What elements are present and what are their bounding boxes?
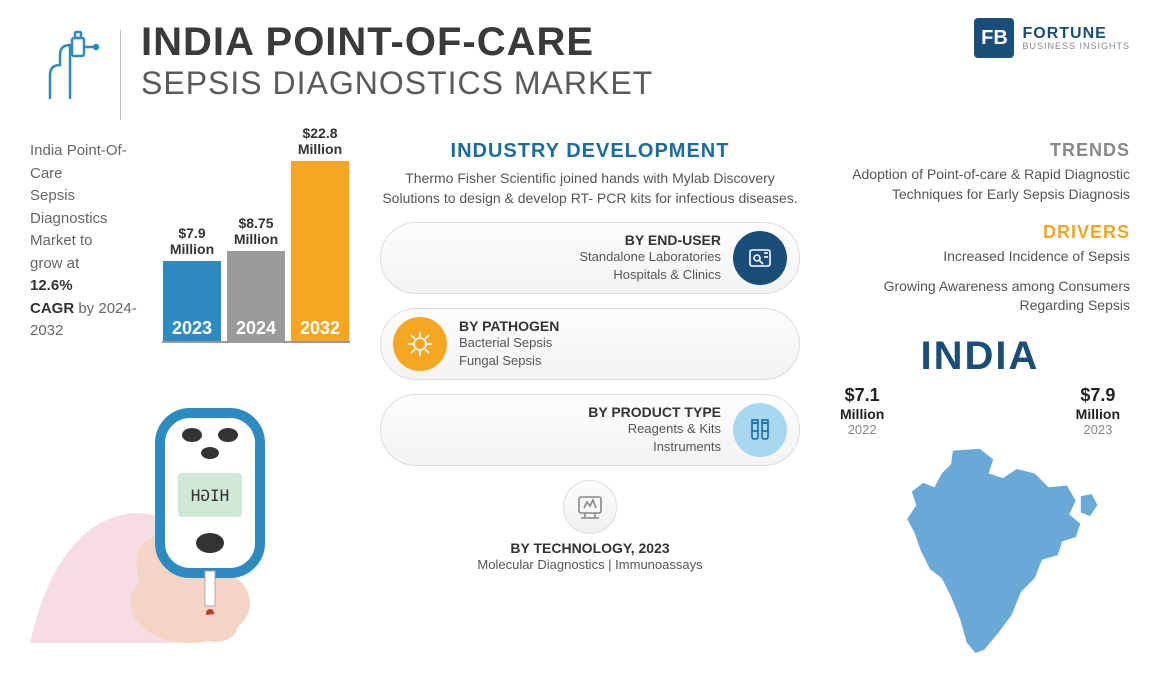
india-amt1: $7.1 (845, 385, 880, 405)
poc-device-icon (30, 30, 100, 100)
segment-0: BY END-USERStandalone LaboratoriesHospit… (380, 222, 800, 294)
gt-l3: Diagnostics (30, 210, 108, 227)
india-unit2: Million (1076, 406, 1120, 422)
brand-sub: BUSINESS INSIGHTS (1022, 42, 1130, 51)
gt-l2: Sepsis (30, 187, 75, 204)
segment-items-0: Standalone LaboratoriesHospitals & Clini… (393, 248, 721, 284)
bar-label-2024: $8.75Million (234, 215, 278, 247)
india-map-icon (830, 441, 1130, 661)
header-divider (120, 30, 121, 120)
bar-rect-2032: 2032 (291, 161, 349, 341)
bar-label-2032: $22.8Million (298, 125, 342, 157)
bar-chart: $7.9Million2023$8.75Million2024$22.8Mill… (162, 143, 350, 343)
brand-logo: FB FORTUNE BUSINESS INSIGHTS (974, 18, 1130, 58)
industry-dev-title: INDUSTRY DEVELOPMENT (380, 140, 800, 163)
india-title: INDIA (830, 334, 1130, 379)
column-left: India Point-Of-Care Sepsis Diagnostics M… (30, 140, 350, 666)
column-middle: INDUSTRY DEVELOPMENT Thermo Fisher Scien… (380, 140, 800, 666)
segment-text-2: BY PRODUCT TYPEReagents & KitsInstrument… (393, 404, 721, 456)
bar-label-2023: $7.9Million (170, 225, 214, 257)
segment-title-0: BY END-USER (393, 232, 721, 248)
bar-2024: $8.75Million 2024 (226, 215, 286, 341)
india-yr2: 2023 (1076, 422, 1120, 437)
india-amt2: $7.9 (1080, 385, 1115, 405)
india-val-2022: $7.1 Million 2022 (840, 385, 884, 437)
bar-year-2032: 2032 (300, 318, 340, 339)
drivers-title: DRIVERS (830, 222, 1130, 243)
trends-title: TRENDS (830, 140, 1130, 161)
technology-items: Molecular Diagnostics | Immunoassays (380, 556, 800, 574)
growth-text: India Point-Of-Care Sepsis Diagnostics M… (30, 140, 147, 343)
drivers-body1: Increased Incidence of Sepsis (830, 247, 1130, 267)
bar-year-2023: 2023 (172, 318, 212, 339)
svg-text:HIGH: HIGH (191, 486, 230, 505)
content: India Point-Of-Care Sepsis Diagnostics M… (0, 120, 1160, 666)
bar-rect-2024: 2024 (227, 251, 285, 341)
bar-rect-2023: 2023 (163, 261, 221, 341)
segment-title-1: BY PATHOGEN (459, 318, 787, 334)
title-line2: SEPSIS DIAGNOSTICS MARKET (141, 65, 1130, 102)
segment-icon-2 (733, 403, 787, 457)
gt-l5: grow at (30, 255, 79, 272)
drivers-body2: Growing Awareness among Consumers Regard… (830, 277, 1130, 316)
brand-mark-icon: FB (974, 18, 1014, 58)
india-val-2023: $7.9 Million 2023 (1076, 385, 1120, 437)
bar-2032: $22.8Million 2032 (290, 125, 350, 341)
segment-items-1: Bacterial SepsisFungal Sepsis (459, 334, 787, 370)
bar-2023: $7.9Million 2023 (162, 225, 222, 341)
technology-title: BY TECHNOLOGY, 2023 (380, 540, 800, 556)
bar-year-2024: 2024 (236, 318, 276, 339)
segment-icon-1 (393, 317, 447, 371)
brand-text: FORTUNE BUSINESS INSIGHTS (1022, 26, 1130, 51)
trends-body: Adoption of Point-of-care & Rapid Diagno… (830, 165, 1130, 204)
glucometer-image: HIGH (30, 373, 320, 643)
industry-dev-body: Thermo Fisher Scientific joined hands wi… (380, 169, 800, 208)
trends-section: TRENDS Adoption of Point-of-care & Rapid… (830, 140, 1130, 204)
segment-items-2: Reagents & KitsInstruments (393, 420, 721, 456)
drivers-section: DRIVERS Increased Incidence of Sepsis Gr… (830, 222, 1130, 316)
segment-2: BY PRODUCT TYPEReagents & KitsInstrument… (380, 394, 800, 466)
gt-cagr-label: CAGR (30, 300, 74, 317)
india-yr1: 2022 (840, 422, 884, 437)
segment-1: BY PATHOGENBacterial SepsisFungal Sepsis (380, 308, 800, 380)
column-right: TRENDS Adoption of Point-of-care & Rapid… (830, 140, 1130, 666)
segment-text-1: BY PATHOGENBacterial SepsisFungal Sepsis (459, 318, 787, 370)
technology-segment: BY TECHNOLOGY, 2023 Molecular Diagnostic… (380, 480, 800, 574)
gt-l4: Market to (30, 232, 93, 249)
brand-main: FORTUNE (1022, 26, 1130, 42)
segments: BY END-USERStandalone LaboratoriesHospit… (380, 222, 800, 466)
gt-l1: India Point-Of-Care (30, 142, 127, 182)
gt-cagr: 12.6% (30, 277, 73, 294)
segment-title-2: BY PRODUCT TYPE (393, 404, 721, 420)
india-section: INDIA $7.1 Million 2022 $7.9 Million 202… (830, 334, 1130, 666)
segment-icon-0 (733, 231, 787, 285)
india-values: $7.1 Million 2022 $7.9 Million 2023 (830, 385, 1130, 437)
growth-row: India Point-Of-Care Sepsis Diagnostics M… (30, 140, 350, 343)
india-unit1: Million (840, 406, 884, 422)
technology-icon (563, 480, 617, 534)
segment-text-0: BY END-USERStandalone LaboratoriesHospit… (393, 232, 721, 284)
